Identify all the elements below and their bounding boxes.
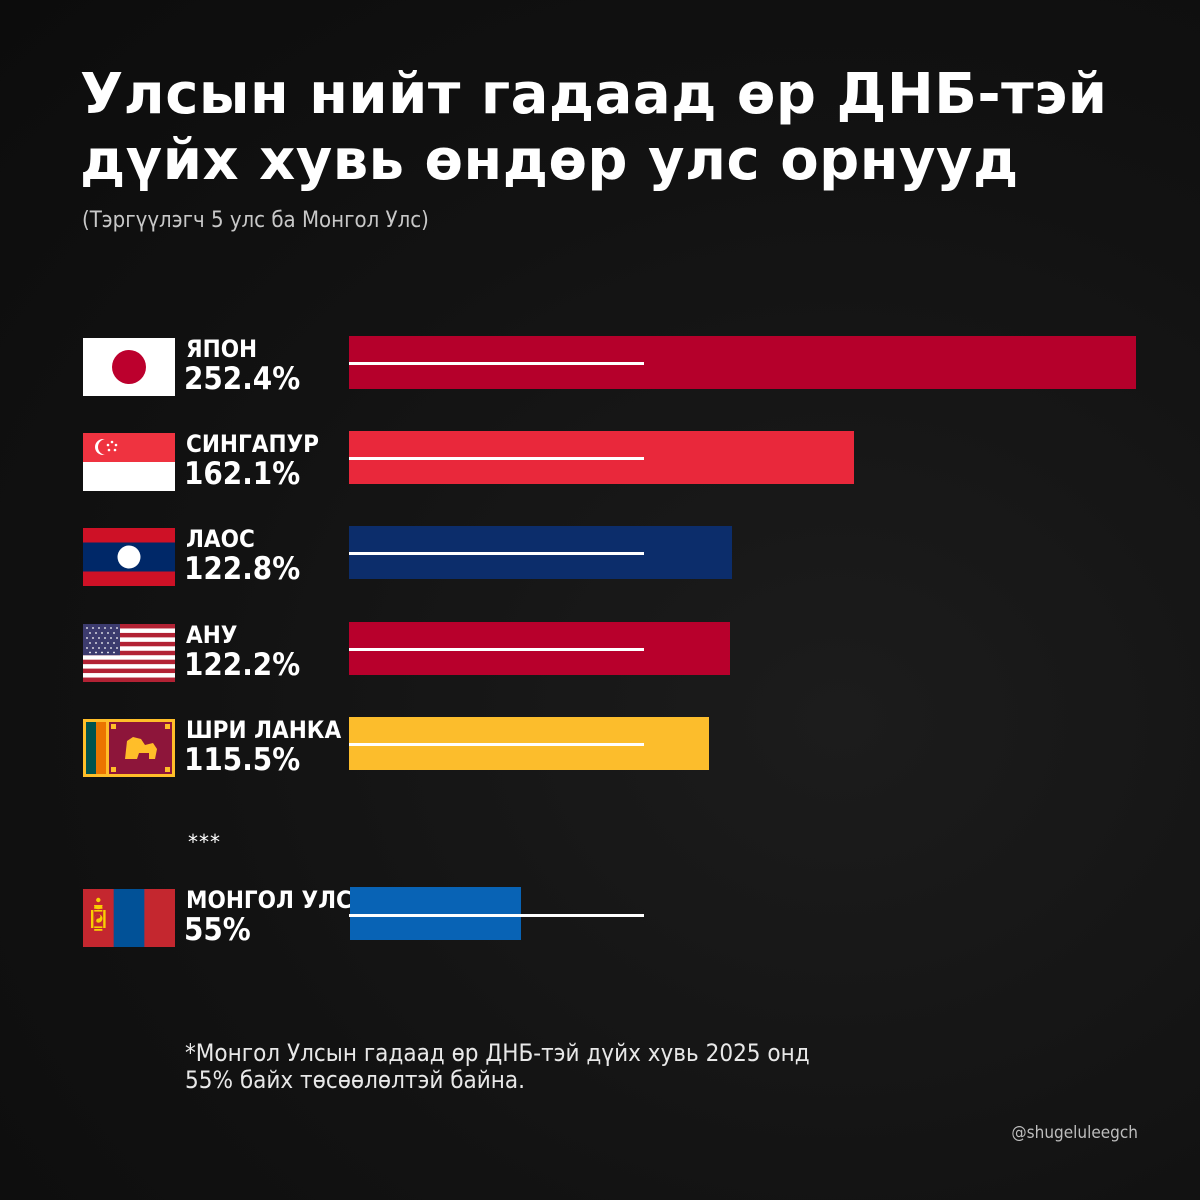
- title-line-2: дүйх хувь өндөр улс орнууд: [80, 128, 1019, 193]
- bar-row: МОНГОЛ УЛС 55%: [0, 887, 1200, 947]
- author-credit: @shugeluleegch: [1011, 1123, 1138, 1143]
- value-label: 162.1%: [184, 456, 301, 492]
- bar-row: ЯПОН 252.4%: [0, 336, 1200, 396]
- footnote: *Монгол Улсын гадаад өр ДНБ-тэй дүйх хув…: [185, 1040, 945, 1094]
- laos-flag-icon: [83, 528, 175, 586]
- bar-chart: ЯПОН 252.4% СИНГАПУР 162.1% ЛАОС 122.8% АНУ 122…: [0, 336, 1200, 947]
- reference-line-100: [349, 914, 644, 917]
- value-label: 122.8%: [184, 551, 301, 587]
- sri-lanka-flag-icon: [83, 719, 175, 777]
- country-label: МОНГОЛ УЛС: [186, 886, 352, 914]
- chart-subtitle: (Тэргүүлэгч 5 улс ба Монгол Улс): [82, 208, 429, 233]
- title-line-1: Улсын нийт гадаад өр ДНБ-тэй: [80, 62, 1108, 127]
- bar: [350, 887, 521, 940]
- chart-title: Улсын нийт гадаад өр ДНБ-тэй дүйх хувь ө…: [80, 62, 1140, 194]
- reference-line-100: [349, 457, 644, 460]
- country-label: ЯПОН: [186, 335, 258, 363]
- country-label: СИНГАПУР: [186, 430, 319, 458]
- reference-line-100: [349, 362, 644, 365]
- footnote-line-2: 55% байх төсөөлөлтэй байна.: [185, 1066, 526, 1094]
- reference-line-100: [349, 743, 644, 746]
- country-label: АНУ: [186, 621, 238, 649]
- bar-row: СИНГАПУР 162.1%: [0, 431, 1200, 491]
- value-label: 252.4%: [184, 361, 301, 397]
- value-label: 115.5%: [184, 742, 301, 778]
- footnote-line-1: *Монгол Улсын гадаад өр ДНБ-тэй дүйх хув…: [185, 1039, 810, 1067]
- bar-row: ШРИ ЛАНКА 115.5%: [0, 717, 1200, 777]
- country-label: ЛАОС: [186, 525, 255, 553]
- bar-row: АНУ 122.2%: [0, 622, 1200, 682]
- mongolia-flag-icon: [83, 889, 175, 947]
- value-label: 55%: [184, 912, 251, 948]
- reference-line-100: [349, 552, 644, 555]
- separator-asterisks: ***: [188, 830, 221, 854]
- singapore-flag-icon: [83, 433, 175, 491]
- value-label: 122.2%: [184, 647, 301, 683]
- bar-row: ЛАОС 122.8%: [0, 526, 1200, 586]
- japan-flag-icon: [83, 338, 175, 396]
- reference-line-100: [349, 648, 644, 651]
- usa-flag-icon: [83, 624, 175, 682]
- country-label: ШРИ ЛАНКА: [186, 716, 342, 744]
